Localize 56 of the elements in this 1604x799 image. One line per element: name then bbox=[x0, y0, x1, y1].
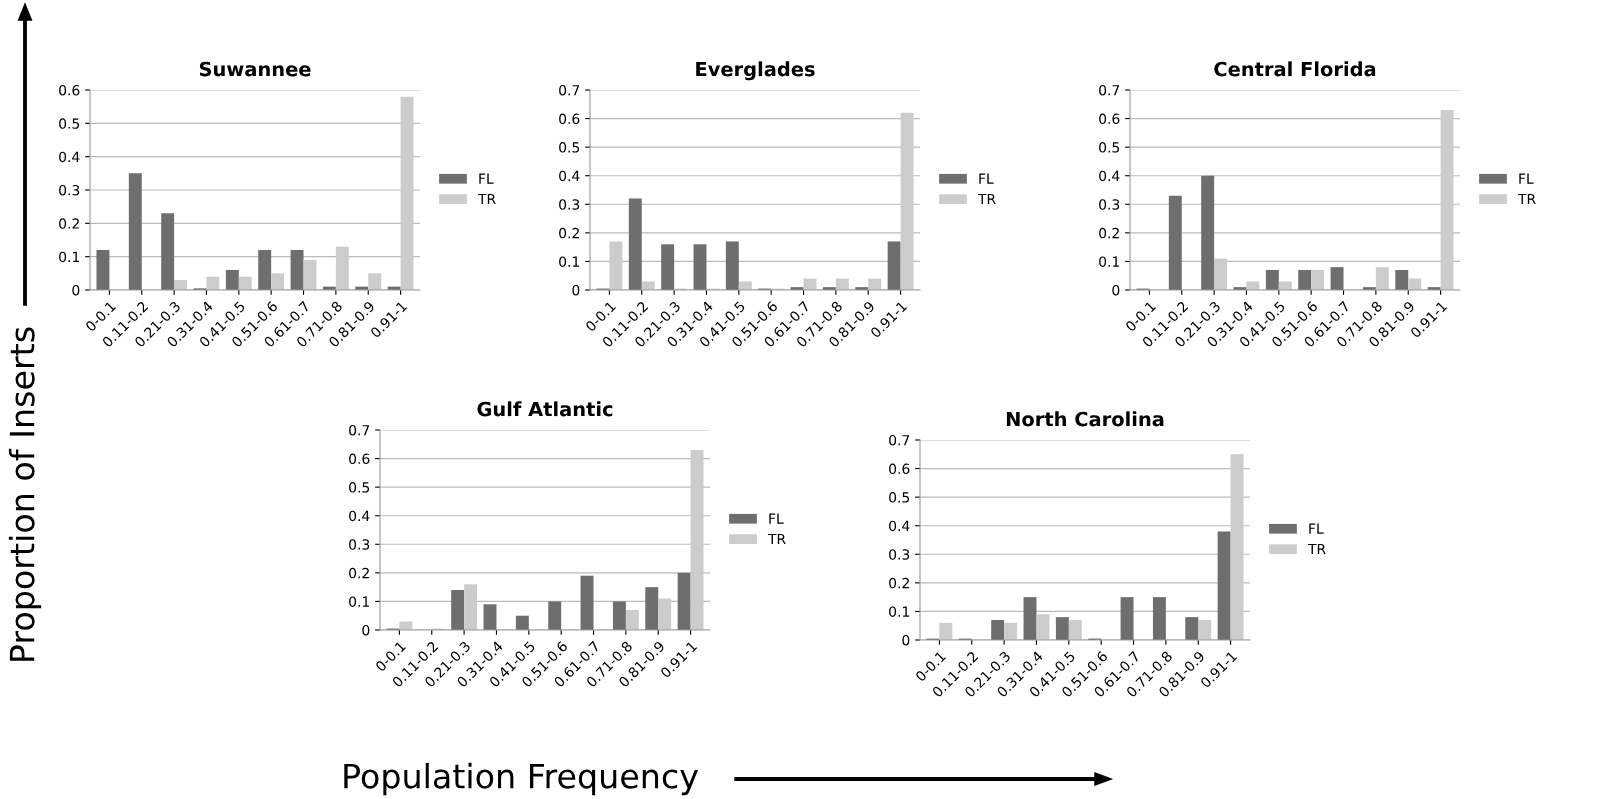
y-tick-label: 0.2 bbox=[559, 227, 579, 239]
chart-title: Suwannee bbox=[199, 61, 311, 77]
y-tick-label: 0.4 bbox=[559, 170, 580, 182]
y-tick-label: 0.1 bbox=[59, 251, 79, 263]
y-tick-label: 0.4 bbox=[349, 510, 370, 522]
chart-title: Gulf Atlantic bbox=[477, 401, 613, 417]
legend-label: TR bbox=[767, 533, 786, 545]
y-tick-label: 0 bbox=[902, 634, 910, 646]
y-tick-label: 0.7 bbox=[559, 84, 580, 96]
y-tick-label: 0.3 bbox=[349, 539, 370, 550]
legend-label: FL bbox=[479, 173, 494, 184]
y-tick-label: 0.5 bbox=[559, 142, 580, 153]
x-axis-title: Population Frequency bbox=[344, 762, 698, 796]
y-tick-label: 0.5 bbox=[889, 492, 910, 503]
legend-label: FL bbox=[1309, 523, 1324, 534]
y-tick-label: 0.1 bbox=[349, 596, 369, 607]
y-tick-label: 0.4 bbox=[889, 520, 910, 532]
y-tick-label: 0.5 bbox=[59, 118, 80, 129]
y-tick-label: 0.4 bbox=[59, 151, 80, 163]
y-tick-label: 0.2 bbox=[1099, 227, 1119, 239]
y-tick-label: 0.7 bbox=[349, 424, 370, 436]
legend-label: FL bbox=[769, 513, 784, 524]
y-tick-label: 0 bbox=[72, 284, 80, 296]
y-axis-title: Proportion of Inserts bbox=[8, 327, 42, 661]
y-tick-label: 0.2 bbox=[889, 577, 909, 589]
legend-label: TR bbox=[977, 193, 996, 205]
legend-label: FL bbox=[979, 173, 994, 184]
legend-label: TR bbox=[477, 193, 496, 205]
chart-title: Everglades bbox=[696, 61, 815, 81]
y-tick-label: 0.6 bbox=[559, 113, 580, 125]
y-tick-label: 0 bbox=[572, 284, 580, 296]
y-tick-label: 0.2 bbox=[59, 218, 79, 229]
y-tick-label: 0.6 bbox=[349, 453, 370, 465]
y-tick-label: 0.6 bbox=[1099, 113, 1120, 125]
y-tick-label: 0.5 bbox=[349, 482, 370, 493]
y-tick-label: 0.7 bbox=[889, 434, 910, 446]
legend-label: FL bbox=[1519, 173, 1534, 184]
y-tick-label: 0.1 bbox=[1099, 256, 1119, 267]
y-tick-label: 0.3 bbox=[59, 184, 80, 196]
legend-label: TR bbox=[1307, 543, 1326, 555]
y-tick-label: 0.6 bbox=[889, 463, 910, 475]
y-tick-label: 0.4 bbox=[1099, 170, 1120, 182]
y-tick-label: 0.3 bbox=[559, 199, 580, 210]
y-tick-label: 0.5 bbox=[1099, 142, 1120, 153]
y-tick-label: 0.3 bbox=[889, 549, 910, 560]
y-tick-label: 0.2 bbox=[349, 567, 369, 579]
chart-title: Central Florida bbox=[1214, 61, 1376, 77]
y-tick-label: 0 bbox=[1112, 284, 1120, 296]
y-tick-label: 0.3 bbox=[1099, 199, 1120, 210]
chart-title: North Carolina bbox=[1006, 411, 1164, 427]
y-tick-label: 0.7 bbox=[1099, 84, 1120, 96]
y-tick-label: 0.1 bbox=[889, 606, 909, 617]
y-tick-label: 0.6 bbox=[59, 84, 80, 96]
y-tick-label: 0.1 bbox=[559, 256, 579, 267]
y-tick-label: 0 bbox=[362, 624, 370, 636]
legend-label: TR bbox=[1517, 193, 1536, 205]
